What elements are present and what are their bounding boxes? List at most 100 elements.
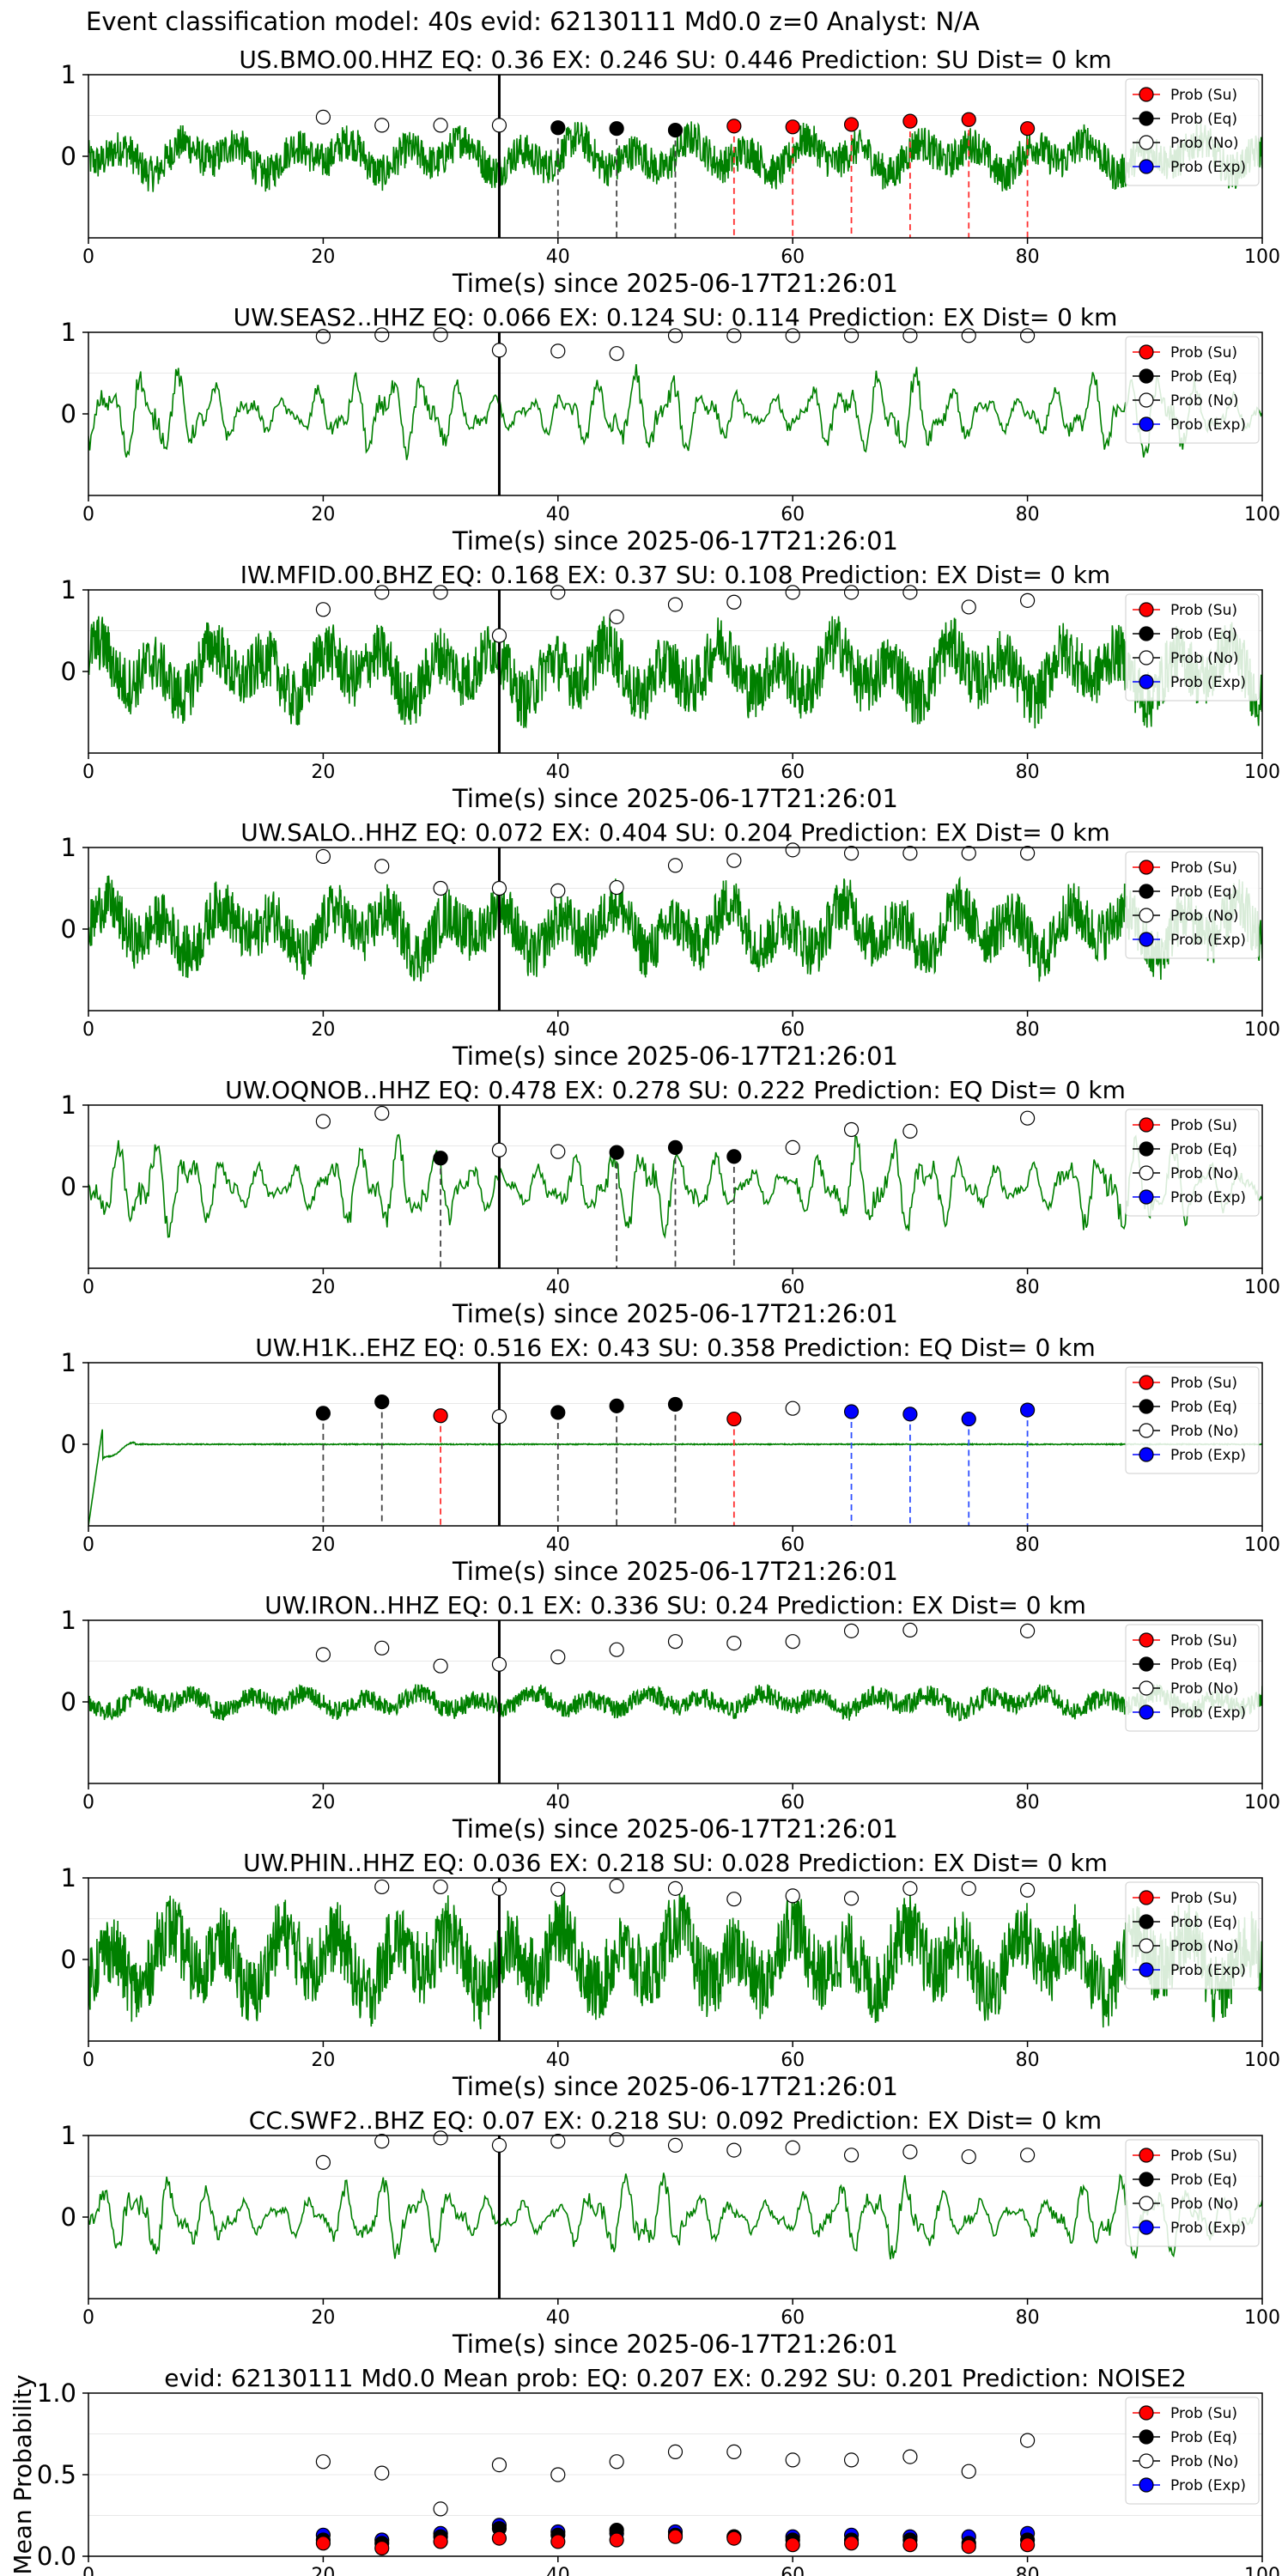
legend-label: Prob (Exp) xyxy=(1170,674,1246,691)
legend-label: Prob (No) xyxy=(1170,2196,1239,2213)
prob-point-eq xyxy=(667,1396,683,1413)
x-tick-label: 40 xyxy=(546,2050,570,2071)
legend-marker xyxy=(1139,2196,1154,2211)
prob-point-no xyxy=(433,118,448,133)
mean-prob-point-su xyxy=(667,2529,683,2544)
subplot-title: UW.SEAS2..HHZ EQ: 0.066 EX: 0.124 SU: 0.… xyxy=(234,303,1118,331)
y-tick-label: 0.0 xyxy=(37,2542,76,2571)
y-tick-label: 1.0 xyxy=(37,2379,76,2408)
prob-point-no xyxy=(726,594,742,610)
prob-point-no xyxy=(843,1891,860,1906)
x-axis-label: Time(s) since 2025-06-17T21:26:01 xyxy=(452,2330,898,2359)
prob-point-exp xyxy=(1019,1402,1036,1418)
legend-box xyxy=(1125,851,1260,959)
mean-prob-point-su xyxy=(843,2536,860,2551)
mean-prob-point-no xyxy=(491,2458,507,2473)
subplot-6: UW.H1K..EHZ EQ: 0.516 EX: 0.43 SU: 0.358… xyxy=(61,1334,1280,1586)
mean-prob-point-su xyxy=(726,2530,742,2546)
x-tick-label: 20 xyxy=(311,1277,335,1298)
legend-marker xyxy=(1139,1165,1154,1181)
prob-point-no xyxy=(902,585,918,600)
legend-label: Prob (Exp) xyxy=(1170,159,1246,176)
prob-point-no xyxy=(902,1123,918,1139)
legend-marker xyxy=(1139,2477,1154,2493)
prob-point-su xyxy=(843,117,860,132)
mean-prob-point-su xyxy=(315,2536,331,2551)
x-tick-label: 80 xyxy=(1016,2050,1040,2071)
prob-point-no xyxy=(491,628,507,643)
y-tick-label: 0.5 xyxy=(37,2460,76,2489)
legend-marker xyxy=(1139,1704,1154,1720)
legend-label: Prob (Su) xyxy=(1170,860,1237,877)
legend-marker xyxy=(1139,2429,1154,2445)
legend-marker xyxy=(1139,884,1154,899)
legend: Prob (Su) Prob (Eq) Prob (No) Prob (Exp) xyxy=(1125,336,1260,444)
x-tick-label: 20 xyxy=(311,1534,335,1556)
x-tick-label: 60 xyxy=(781,1277,805,1298)
x-axis-label: Time(s) since 2025-06-17T21:26:01 xyxy=(452,1042,898,1071)
legend-marker xyxy=(1139,2220,1154,2235)
prob-point-no xyxy=(374,859,390,874)
x-tick-label: 0 xyxy=(82,2050,94,2071)
legend: Prob (Su) Prob (Eq) Prob (No) Prob (Exp) xyxy=(1125,1624,1260,1732)
legend-label: Prob (Su) xyxy=(1170,1890,1237,1907)
mean-prob-point-no xyxy=(550,2467,566,2482)
subplot-9: CC.SWF2..BHZ EQ: 0.07 EX: 0.218 SU: 0.09… xyxy=(61,2106,1280,2359)
legend-marker xyxy=(1139,860,1154,875)
mean-prob-point-no xyxy=(843,2452,860,2468)
prob-point-no xyxy=(491,2137,507,2153)
x-tick-label: 60 xyxy=(781,2050,805,2071)
y-tick-label: 1 xyxy=(61,1091,76,1120)
x-axis-label: Time(s) since 2025-06-17T21:26:01 xyxy=(452,784,898,813)
mean-prob-point-su xyxy=(433,2534,448,2549)
prob-point-eq xyxy=(609,1145,624,1160)
legend-label: Prob (Exp) xyxy=(1170,2220,1246,2237)
waveform-trace xyxy=(88,1683,1262,1722)
legend-marker xyxy=(1139,392,1154,408)
legend-label: Prob (Eq) xyxy=(1170,368,1237,386)
x-tick-label: 100 xyxy=(1244,762,1280,783)
prob-point-no xyxy=(843,585,860,600)
subplot-title: UW.PHIN..HHZ EQ: 0.036 EX: 0.218 SU: 0.0… xyxy=(243,1849,1108,1877)
x-tick-label: 100 xyxy=(1244,1534,1280,1556)
mean-prob-point-su xyxy=(961,2539,976,2555)
x-tick-label: 40 xyxy=(546,762,570,783)
y-tick-label: 1 xyxy=(61,1606,76,1635)
legend-marker xyxy=(1139,932,1154,947)
legend: Prob (Su) Prob (Eq) Prob (No) Prob (Exp) xyxy=(1125,2139,1260,2247)
prob-point-no xyxy=(667,2137,683,2153)
prob-point-su xyxy=(902,113,918,129)
y-tick-label: 0 xyxy=(61,1430,76,1459)
legend-label: Prob (Su) xyxy=(1170,1632,1237,1649)
legend-marker xyxy=(1139,1680,1154,1696)
prob-point-no xyxy=(550,2134,566,2149)
mean-prob-point-su xyxy=(550,2534,566,2549)
legend-marker xyxy=(1139,1632,1154,1648)
x-tick-label: 0 xyxy=(82,1792,94,1814)
x-tick-label: 0 xyxy=(82,504,94,526)
y-tick-label: 0 xyxy=(61,914,76,944)
legend-box xyxy=(1125,1109,1260,1217)
x-tick-label: 0 xyxy=(82,246,94,268)
legend-box xyxy=(1125,78,1260,186)
waveform-trace xyxy=(88,1429,1262,1526)
legend-marker xyxy=(1139,1447,1154,1462)
prob-point-no xyxy=(433,585,448,600)
legend-label: Prob (Eq) xyxy=(1170,1656,1237,1674)
prob-point-no xyxy=(1019,846,1036,861)
legend-box xyxy=(1125,1881,1260,1990)
prob-point-no xyxy=(491,1409,507,1425)
mean-prob-point-su xyxy=(491,2530,507,2546)
prob-point-eq xyxy=(667,1139,683,1156)
legend-marker xyxy=(1139,602,1154,617)
mean-prob-point-su xyxy=(374,2540,390,2556)
legend-marker xyxy=(1139,1375,1154,1390)
legend-label: Prob (Eq) xyxy=(1170,1914,1237,1931)
prob-point-no xyxy=(374,2134,390,2149)
mean-prob-point-no xyxy=(902,2449,918,2464)
axes-frame xyxy=(88,1877,1263,2042)
legend-marker xyxy=(1139,1962,1154,1978)
mean-prob-point-no xyxy=(785,2452,800,2468)
x-tick-label: 40 xyxy=(546,504,570,526)
